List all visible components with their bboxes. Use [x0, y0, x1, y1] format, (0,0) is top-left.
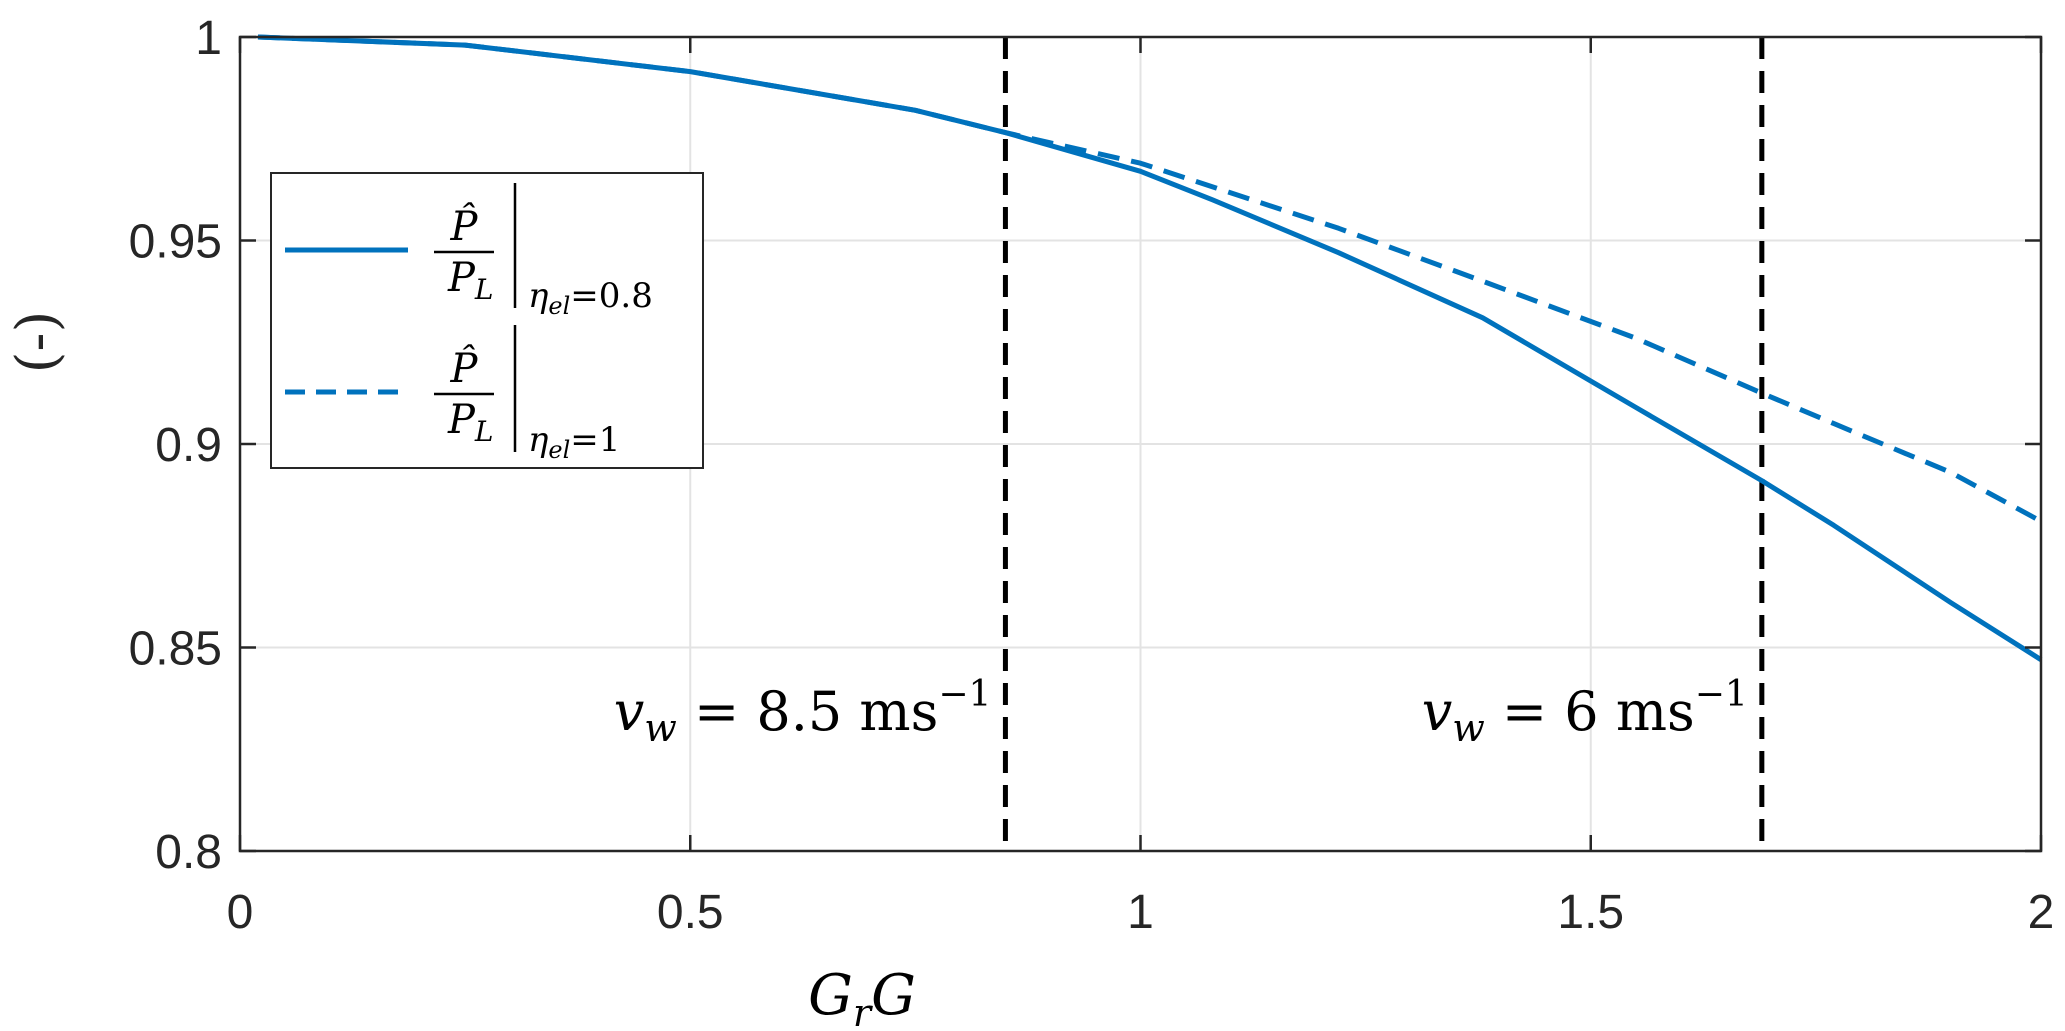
series-line-eta-0.8 [257, 34, 2043, 662]
x-axis-label-sub: r [853, 991, 874, 1031]
series-lines [257, 34, 2043, 662]
legend-num-1: P̂ [450, 204, 479, 250]
y-tick-label: 1 [195, 12, 222, 65]
series-line-eta-1 [257, 34, 2043, 524]
legend-den-2: PL [447, 397, 494, 448]
annotations: vw = 8.5 ms−1 vw = 6 ms−1 [614, 674, 1748, 750]
x-tick-label: 1 [1127, 886, 1154, 939]
x-tick-label: 2 [2028, 886, 2055, 939]
x-axis-label-base: G [808, 963, 853, 1028]
x-axis-label-tail: G [871, 963, 916, 1028]
legend-num-2: P̂ [450, 346, 479, 392]
y-tick-label: 0.95 [129, 216, 222, 269]
legend-cond-2: ηel=1 [528, 420, 620, 464]
y-tick-label: 0.85 [129, 623, 222, 676]
legend: P̂ PL ηel=0.8 P̂ PL ηel=1 [270, 172, 704, 469]
ticks: 0 0.5 1 1.5 2 0.8 0.85 0.9 0.95 1 [129, 12, 2055, 939]
legend-box [270, 172, 704, 469]
x-tick-label: 1.5 [1557, 886, 1624, 939]
y-tick-label: 0.8 [155, 826, 222, 879]
wind-speed-annotation: vw = 6 ms−1 [1422, 674, 1748, 750]
x-tick-label: 0.5 [657, 886, 724, 939]
legend-den-1: PL [447, 255, 494, 306]
y-axis-label: (-) [5, 311, 70, 374]
x-axis-label: GrG [808, 963, 916, 1031]
wind-speed-annotation: vw = 8.5 ms−1 [614, 674, 992, 750]
y-tick-label: 0.9 [155, 419, 222, 472]
x-tick-label: 0 [227, 886, 254, 939]
legend-cond-1: ηel=0.8 [528, 276, 653, 320]
